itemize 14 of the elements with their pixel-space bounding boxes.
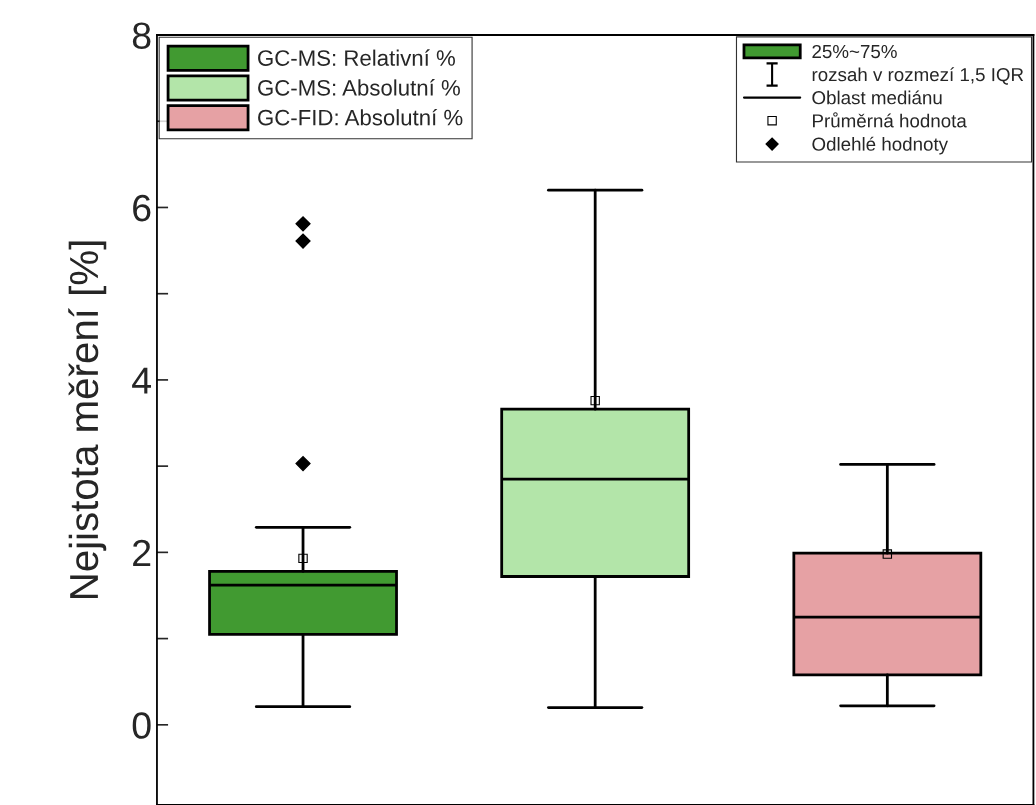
legend-label: GC-MS: Absolutní % — [258, 79, 460, 96]
y-tick-label: 4 — [132, 367, 151, 394]
legend-label: GC-FID: Absolutní % — [258, 108, 463, 126]
annotation: 25%~75% — [812, 44, 897, 59]
y-tick-label: 2 — [133, 539, 151, 566]
annotation: rozsah v rozmezí 1,5 IQR — [812, 67, 1024, 85]
y-tick-label: 8 — [132, 22, 151, 49]
annotation: Odlehlé hodnoty — [812, 136, 949, 155]
annotation: Průměrná hodnota — [813, 112, 967, 128]
annotation: Oblast mediánu — [812, 90, 942, 105]
y-axis-title: Nejistota měření [%] — [68, 241, 107, 599]
y-tick-label: 0 — [132, 712, 151, 739]
legend-label: GC-MS: Relativní % — [258, 49, 455, 66]
y-tick-label: 6 — [133, 194, 151, 222]
